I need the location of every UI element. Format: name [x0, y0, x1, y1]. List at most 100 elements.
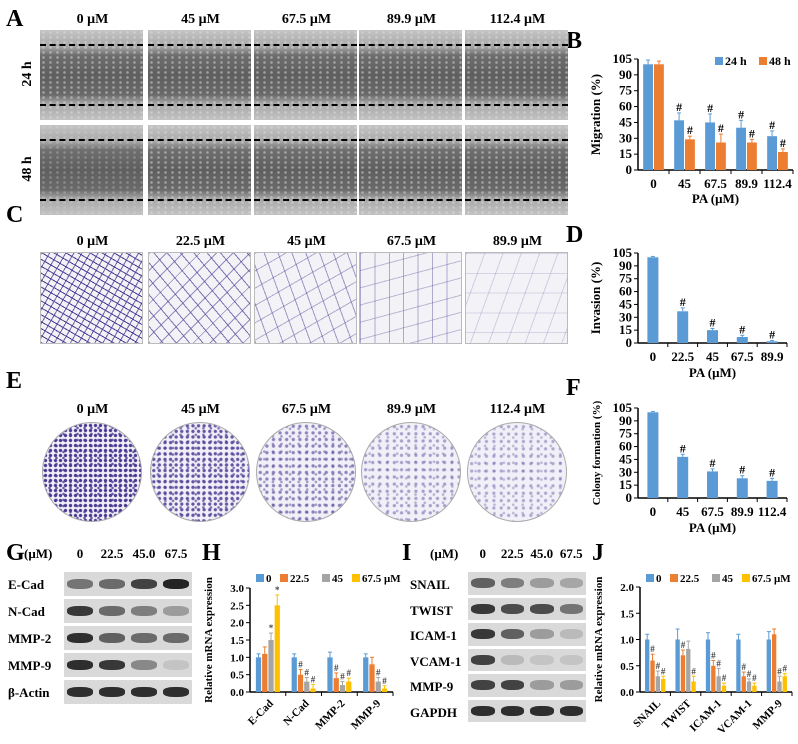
significance-mark: #: [738, 107, 744, 121]
bar: [375, 681, 381, 692]
x-tick-label: 67.5: [731, 349, 754, 364]
significance-mark: #: [650, 644, 655, 654]
band: [131, 579, 157, 589]
y-tick-label: 0.0: [230, 687, 244, 699]
significance-mark: *: [275, 585, 280, 595]
significance-mark: #: [656, 661, 661, 671]
bar: [736, 639, 741, 692]
legend-label: 67.5 μM: [752, 573, 791, 585]
wound-healing-image: [40, 30, 143, 120]
band: [559, 654, 583, 665]
x-tick-label: 89.9: [735, 176, 758, 191]
x-tick-label: MMP-9: [751, 697, 786, 732]
wound-edge-line: [40, 199, 143, 201]
wound-edge-line: [148, 104, 251, 106]
significance-mark: #: [707, 101, 713, 115]
band: [163, 633, 189, 643]
x-tick-label: 45: [678, 176, 692, 191]
wound-edge-line: [254, 44, 357, 46]
bar: [685, 139, 695, 170]
bar: [650, 660, 655, 692]
y-axis-label: Colony formation (%): [591, 400, 603, 505]
colony-plate: [467, 422, 567, 522]
significance-mark: #: [769, 327, 775, 341]
band: [99, 687, 125, 697]
y-tick-label: 0: [626, 162, 633, 177]
y-tick-label: 0.5: [230, 670, 244, 682]
transwell-image: [359, 252, 462, 344]
y-tick-label: 45: [619, 451, 633, 466]
band: [500, 578, 524, 589]
bar: [778, 152, 788, 170]
wound-healing-image: [148, 125, 251, 215]
legend-label: 0: [266, 573, 272, 585]
legend-swatch: [759, 57, 767, 65]
column-header: 89.9 μM: [386, 402, 437, 417]
significance-mark: #: [739, 322, 745, 336]
y-tick-label: 90: [619, 67, 632, 82]
y-tick-label: 2.0: [230, 618, 244, 630]
bar: [736, 127, 746, 170]
wound-edge-line: [148, 199, 251, 201]
significance-mark: #: [334, 663, 339, 673]
wound-edge-line: [359, 44, 462, 46]
wound-edge-line: [465, 139, 568, 141]
column-header: 45 μM: [181, 12, 220, 27]
band: [559, 705, 583, 716]
legend-label: 22.5: [680, 573, 700, 585]
bar: [333, 678, 339, 692]
y-tick-label: 90: [619, 258, 632, 273]
significance-mark: #: [340, 672, 345, 682]
x-tick-label: N-Cad: [281, 698, 312, 729]
band: [67, 633, 93, 643]
bar: [268, 640, 274, 692]
y-axis-label: Relative mRNA expression: [593, 577, 605, 703]
bar: [767, 136, 777, 170]
band: [99, 579, 125, 589]
legend-label: 45: [722, 573, 734, 585]
column-header: 89.9 μM: [492, 234, 543, 249]
panel-label-j: J: [592, 540, 604, 566]
y-tick-label: 1.5: [230, 635, 244, 647]
bar: [705, 639, 711, 692]
colony-plate: [42, 422, 142, 522]
significance-mark: #: [752, 673, 757, 683]
x-axis-label: PA (μM): [689, 520, 736, 535]
y-tick-label: 105: [613, 51, 633, 66]
blot-strip: [64, 626, 192, 650]
y-tick-label: 30: [619, 309, 632, 324]
significance-mark: #: [722, 673, 727, 683]
y-tick-label: 15: [619, 477, 633, 492]
bar: [716, 142, 726, 170]
protein-label: MMP-9: [8, 658, 52, 673]
bar: [262, 653, 268, 692]
unit-label: (μM): [430, 546, 459, 561]
significance-mark: #: [680, 295, 686, 309]
lane-label: 67.5: [559, 546, 583, 561]
y-tick-label: 60: [619, 99, 632, 114]
legend-swatch: [715, 57, 723, 65]
band: [530, 603, 554, 614]
significance-mark: #: [711, 651, 716, 661]
significance-mark: #: [710, 456, 716, 470]
legend-swatch: [322, 574, 330, 582]
band: [500, 680, 524, 691]
wound-edge-line: [40, 139, 143, 141]
panel-label-i: I: [402, 540, 412, 566]
y-tick-label: 3.0: [230, 583, 244, 595]
band: [500, 629, 524, 640]
band: [99, 660, 125, 670]
bar: [291, 657, 297, 692]
protein-label: E-Cad: [8, 577, 45, 592]
band: [530, 680, 554, 691]
band: [530, 629, 554, 640]
band: [530, 578, 554, 589]
significance-mark: #: [710, 315, 716, 329]
bar: [339, 685, 346, 692]
wound-healing-image: [254, 125, 357, 215]
bar: [677, 311, 689, 343]
band: [131, 633, 157, 643]
y-axis-label: Relative mRNA expression: [203, 577, 215, 703]
x-tick-label: 67.5: [701, 504, 724, 519]
